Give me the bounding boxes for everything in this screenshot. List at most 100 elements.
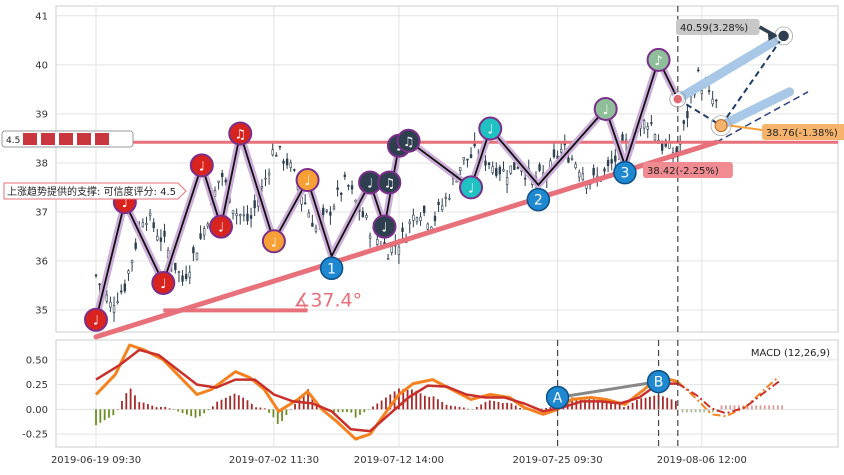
macd-histogram-bar bbox=[121, 400, 123, 410]
candle-body bbox=[141, 222, 145, 228]
note-marker: ♪ bbox=[646, 47, 671, 72]
macd-y-tick-label: 0.50 bbox=[26, 355, 48, 366]
candle-body bbox=[311, 222, 314, 227]
macd-histogram-bar bbox=[588, 399, 591, 410]
x-tick-label: 2019-06-19 09:30 bbox=[51, 455, 141, 466]
macd-histogram-bar bbox=[480, 404, 483, 410]
candle-body bbox=[278, 145, 282, 148]
macd-histogram-bar bbox=[454, 406, 457, 410]
candle-body bbox=[440, 205, 444, 210]
macd-histogram-bar bbox=[610, 402, 612, 410]
candle-body bbox=[347, 185, 350, 187]
forecast-origin-ring bbox=[669, 90, 687, 108]
note-marker-circle bbox=[84, 307, 108, 332]
candle-body bbox=[221, 172, 224, 178]
macd-histogram-bar bbox=[276, 409, 279, 425]
macd-histogram-bar bbox=[289, 409, 292, 410]
candle-body bbox=[184, 274, 188, 279]
macd-histogram-bar bbox=[211, 406, 214, 410]
divergence-line bbox=[557, 380, 659, 399]
candle-body bbox=[267, 172, 271, 176]
candle-body bbox=[365, 215, 368, 219]
note-marker-glyph: ♩ bbox=[271, 235, 277, 250]
macd-histogram-forecast-bar bbox=[681, 409, 684, 413]
candle-body bbox=[437, 201, 440, 206]
note-marker-glyph: ♩ bbox=[381, 221, 387, 236]
current-price-tag: 38.42(-2.25%) bbox=[647, 166, 719, 177]
target-mid-arrow bbox=[729, 124, 763, 131]
macd-histogram-bar bbox=[419, 393, 422, 410]
note-marker-circle bbox=[189, 153, 214, 178]
macd-histogram-forecast-bar bbox=[699, 409, 701, 413]
candle-body bbox=[224, 179, 228, 183]
support-extension bbox=[715, 91, 809, 143]
candle-body bbox=[293, 169, 296, 171]
macd-histogram-bar bbox=[363, 409, 366, 413]
macd-histogram-bar bbox=[549, 407, 552, 410]
candle-body bbox=[325, 209, 328, 212]
candle-body bbox=[376, 239, 379, 245]
note-marker: ♫ bbox=[228, 121, 253, 146]
macd-histogram-bar bbox=[151, 405, 154, 410]
forecast-up-band bbox=[673, 31, 789, 104]
macd-histogram-bar bbox=[385, 397, 387, 410]
candle-body bbox=[275, 155, 278, 157]
macd-histogram-bar bbox=[246, 400, 249, 410]
current-price-tag-bg bbox=[643, 162, 733, 178]
note-marker-circle bbox=[228, 121, 253, 146]
macd-histogram-forecast-bar bbox=[707, 409, 710, 413]
candle-body bbox=[321, 207, 325, 215]
macd-histogram-bar bbox=[155, 407, 158, 410]
macd-histogram-forecast-bar bbox=[776, 405, 779, 410]
rating-box bbox=[95, 133, 109, 145]
candle-body bbox=[574, 163, 577, 169]
candle-body bbox=[397, 246, 401, 255]
target-up-tag: 40.59(3.28%) bbox=[680, 23, 748, 34]
candle-body bbox=[390, 246, 393, 253]
macd-histogram-bar bbox=[592, 399, 595, 410]
macd-histogram-bar bbox=[307, 389, 309, 410]
candle-body bbox=[235, 213, 238, 216]
forecast-up-dot bbox=[776, 29, 791, 43]
note-marker-glyph: ♩ bbox=[304, 174, 310, 189]
macd-histogram-bar bbox=[398, 388, 400, 410]
candle-body bbox=[134, 242, 137, 249]
macd-histogram-bar bbox=[493, 401, 496, 410]
macd-histogram-forecast-bar bbox=[703, 409, 706, 413]
candle-body bbox=[700, 90, 704, 94]
macd-histogram-bar bbox=[540, 408, 543, 410]
candle-body bbox=[495, 168, 498, 176]
price-y-tick-label: 35 bbox=[35, 305, 48, 316]
candle-body bbox=[282, 160, 285, 164]
candle-body bbox=[307, 212, 310, 218]
note-marker: ♩ bbox=[295, 168, 320, 193]
candle-body bbox=[570, 158, 574, 160]
note-marker-glyph: ♩ bbox=[487, 123, 493, 138]
pivot-marker-label: 3 bbox=[620, 166, 629, 182]
macd-histogram-bar bbox=[467, 408, 470, 410]
candle-body bbox=[509, 165, 512, 174]
macd-histogram-bar bbox=[142, 402, 145, 410]
candle-body bbox=[329, 211, 332, 216]
macd-histogram-bar bbox=[449, 405, 452, 410]
macd-histogram-bar bbox=[402, 389, 405, 410]
macd-histogram-bar bbox=[298, 399, 301, 410]
rating-box bbox=[77, 133, 91, 145]
candle-body bbox=[484, 160, 487, 166]
macd-histogram-bar bbox=[484, 401, 487, 410]
macd-histogram-bar bbox=[372, 406, 374, 410]
target-mid-tag: 38.76(-1.38%) bbox=[766, 128, 838, 139]
x-tick-label: 2019-07-02 11:30 bbox=[229, 455, 319, 466]
candle-body bbox=[116, 301, 119, 304]
macd-histogram-bar bbox=[471, 409, 474, 410]
macd-histogram-bar bbox=[631, 402, 634, 410]
note-marker-glyph: ♪ bbox=[654, 54, 662, 69]
candle-body bbox=[130, 260, 134, 263]
macd-histogram-bar bbox=[337, 409, 340, 413]
x-tick-label: 2019-08-06 12:00 bbox=[657, 455, 747, 466]
macd-histogram-forecast-bar bbox=[724, 405, 727, 410]
macd-title: MACD (12,26,9) bbox=[751, 348, 830, 359]
candle-body bbox=[516, 167, 520, 169]
macd-histogram-bar bbox=[203, 409, 206, 414]
candle-body bbox=[386, 258, 390, 260]
